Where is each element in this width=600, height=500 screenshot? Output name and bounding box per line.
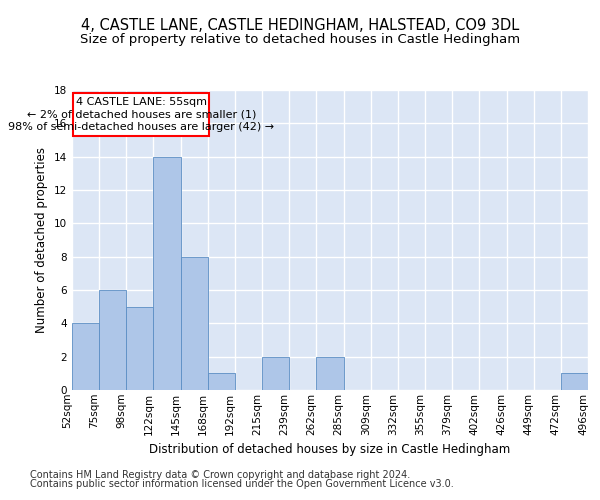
Y-axis label: Number of detached properties: Number of detached properties bbox=[35, 147, 49, 333]
Bar bbox=[99, 290, 127, 390]
Text: Size of property relative to detached houses in Castle Hedingham: Size of property relative to detached ho… bbox=[80, 32, 520, 46]
Bar bbox=[73, 92, 209, 136]
Text: 98% of semi-detached houses are larger (42) →: 98% of semi-detached houses are larger (… bbox=[8, 122, 274, 132]
Bar bbox=[72, 324, 99, 390]
Bar bbox=[154, 156, 181, 390]
Bar bbox=[316, 356, 344, 390]
X-axis label: Distribution of detached houses by size in Castle Hedingham: Distribution of detached houses by size … bbox=[149, 443, 511, 456]
Bar bbox=[181, 256, 208, 390]
Bar bbox=[262, 356, 289, 390]
Bar bbox=[561, 374, 588, 390]
Bar bbox=[208, 374, 235, 390]
Text: ← 2% of detached houses are smaller (1): ← 2% of detached houses are smaller (1) bbox=[26, 109, 256, 119]
Text: Contains public sector information licensed under the Open Government Licence v3: Contains public sector information licen… bbox=[30, 479, 454, 489]
Text: 4, CASTLE LANE, CASTLE HEDINGHAM, HALSTEAD, CO9 3DL: 4, CASTLE LANE, CASTLE HEDINGHAM, HALSTE… bbox=[81, 18, 519, 32]
Bar bbox=[127, 306, 154, 390]
Text: 4 CASTLE LANE: 55sqm: 4 CASTLE LANE: 55sqm bbox=[76, 96, 207, 106]
Text: Contains HM Land Registry data © Crown copyright and database right 2024.: Contains HM Land Registry data © Crown c… bbox=[30, 470, 410, 480]
